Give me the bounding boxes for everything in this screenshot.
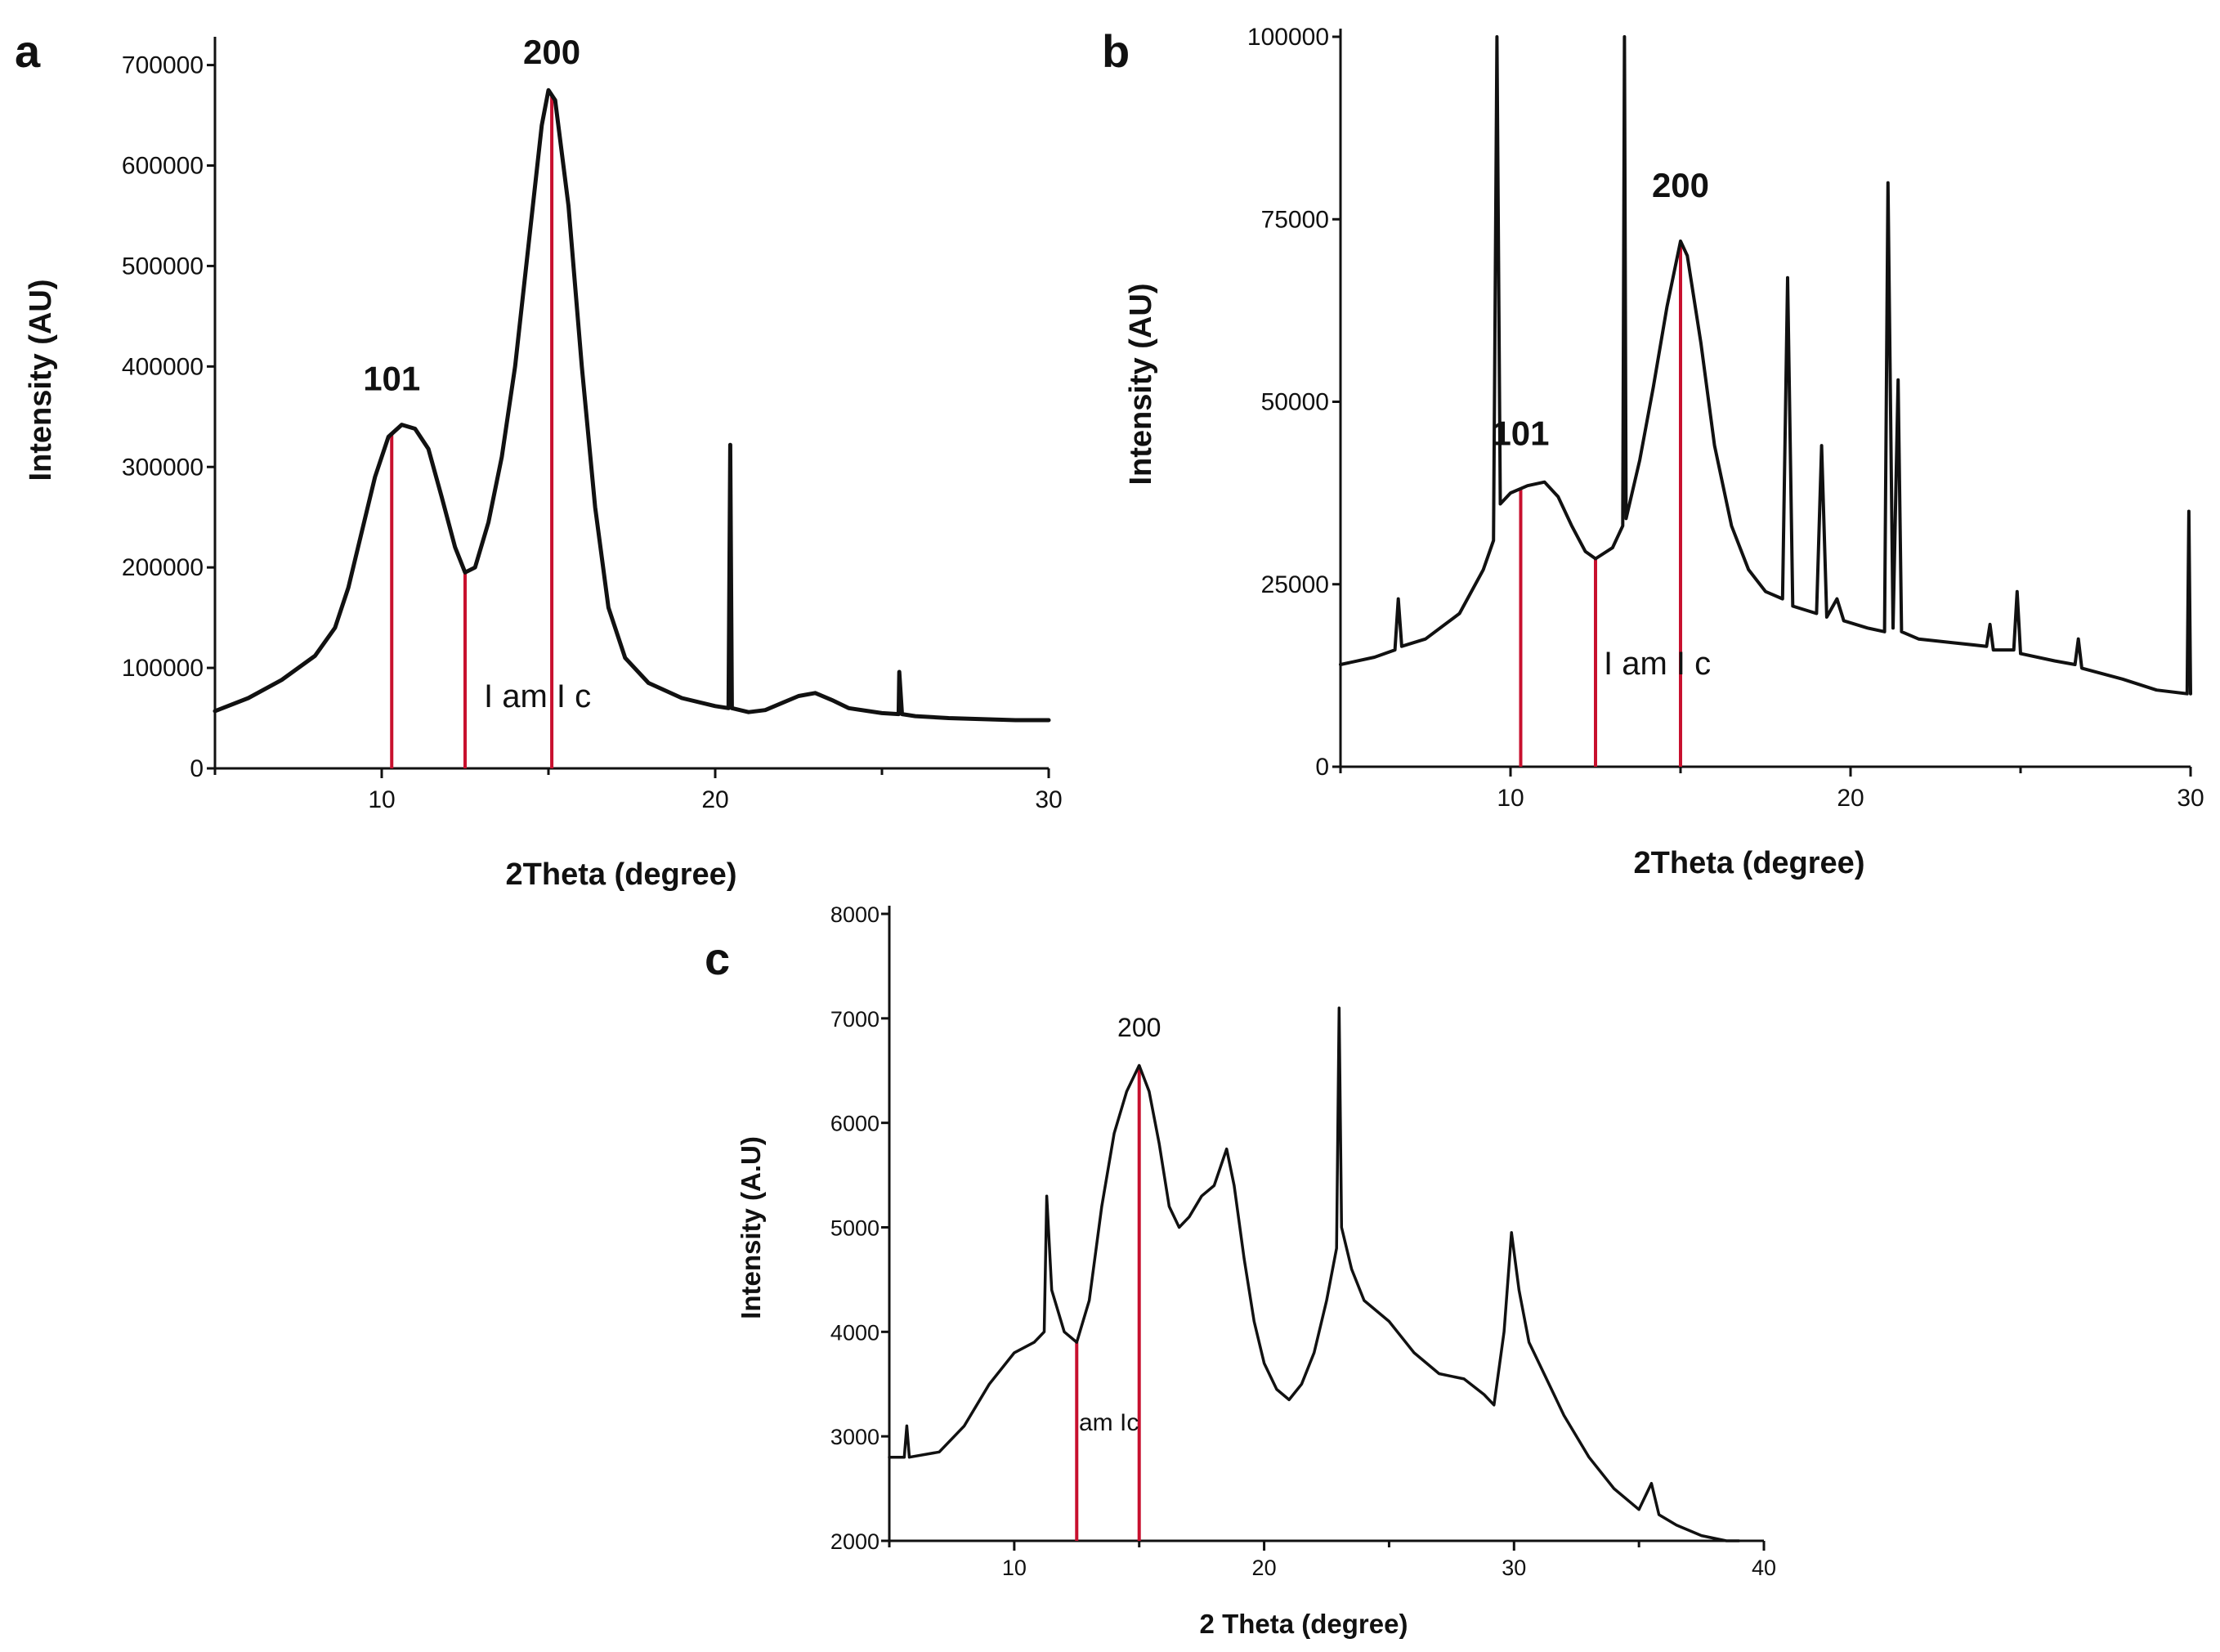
panel-b-annotation: I am I c: [1604, 646, 1711, 682]
x-tick-label: 10: [1002, 1556, 1027, 1580]
x-tick-label: 30: [2177, 785, 2204, 812]
y-tick-label: 700000: [122, 52, 204, 79]
y-tick-label: 50000: [1261, 389, 1329, 416]
y-tick-label: 400000: [122, 353, 204, 380]
y-tick-label: 2000: [830, 1529, 879, 1554]
x-tick-label: 30: [1035, 786, 1062, 813]
panel-b-markers: [1519, 241, 1682, 767]
y-tick-label: 8000: [830, 902, 879, 927]
y-tick-label: 6000: [830, 1112, 879, 1136]
panel-a-y-axis-label: Intensity (AU): [24, 280, 58, 481]
panel-b-x-axis-label: 2Theta (degree): [1634, 846, 1865, 880]
panel-c-markers: [1075, 1065, 1141, 1541]
panel-c-y-axis-label: Intensity (A.U): [736, 1136, 766, 1319]
peak-label-200: 200: [1652, 166, 1709, 204]
panel-b-y-axis-label: Intensity (AU): [1124, 284, 1158, 486]
y-tick-label: 100000: [122, 655, 204, 682]
peak-label-200: 200: [1117, 1013, 1161, 1042]
panel-a-letter: a: [15, 25, 41, 77]
y-tick-label: 0: [190, 755, 204, 782]
y-tick-label: 5000: [830, 1216, 879, 1241]
series-line: [213, 87, 1051, 723]
x-tick-label: 40: [1752, 1556, 1776, 1580]
panel-c-x-axis-label: 2 Theta (degree): [1200, 1609, 1408, 1639]
panel-c-peak-labels: 200: [1117, 1013, 1161, 1042]
chart-panel-c: c 2000 3000 4000 5000 6000 7000 8000 10 20 30 40 2…: [705, 902, 1776, 1639]
x-tick-label: 10: [368, 786, 395, 813]
panel-a-axes: 0 100000 200000 300000 400000 500000 600000 700…: [122, 37, 1063, 813]
panel-c-letter: c: [705, 933, 730, 984]
y-tick-label: 600000: [122, 153, 204, 180]
peak-label-101: 101: [1492, 414, 1549, 452]
panel-c-annotation: am Ic: [1079, 1409, 1139, 1436]
y-tick-label: 500000: [122, 253, 204, 280]
panel-b-peak-labels: 101 200: [1492, 166, 1709, 453]
y-tick-label: 100000: [1247, 24, 1329, 51]
y-tick-label: 3000: [830, 1425, 879, 1449]
panel-a-annotation: I am I c: [484, 678, 591, 714]
x-tick-label: 10: [1497, 785, 1524, 812]
panel-a-peak-labels: 101 200: [363, 33, 580, 397]
chart-panel-b: b 0 25000 50000 75000 100000 10 20 30 101 200 I …: [1102, 24, 2204, 880]
peak-label-200: 200: [523, 33, 580, 71]
panel-a-series: [213, 87, 1051, 723]
peak-label-101: 101: [363, 359, 420, 397]
series-line: [888, 1006, 1741, 1542]
y-tick-label: 200000: [122, 554, 204, 581]
x-tick-label: 30: [1502, 1556, 1526, 1580]
x-tick-label: 20: [701, 786, 728, 813]
panel-b-axes: 0 25000 50000 75000 100000 10 20 30: [1247, 24, 2204, 812]
x-tick-label: 20: [1252, 1556, 1277, 1580]
y-tick-label: 75000: [1261, 206, 1329, 233]
y-tick-label: 25000: [1261, 571, 1329, 598]
panel-a-markers: [390, 95, 554, 768]
x-tick-label: 20: [1837, 785, 1864, 812]
y-tick-label: 300000: [122, 454, 204, 481]
series-line: [1339, 35, 2192, 696]
panel-b-series: [1339, 35, 2192, 696]
panel-c-series: [888, 1006, 1741, 1542]
panel-c-axes: 2000 3000 4000 5000 6000 7000 8000 10 20 30 40: [830, 902, 1776, 1580]
y-tick-label: 7000: [830, 1007, 879, 1032]
y-tick-label: 0: [1315, 754, 1329, 781]
panel-a-x-axis-label: 2Theta (degree): [506, 857, 737, 892]
panel-b-letter: b: [1102, 25, 1130, 77]
chart-panel-a: a 0 100000 200000 300000 400000 500000 600000 7…: [15, 25, 1063, 892]
y-tick-label: 4000: [830, 1320, 879, 1345]
